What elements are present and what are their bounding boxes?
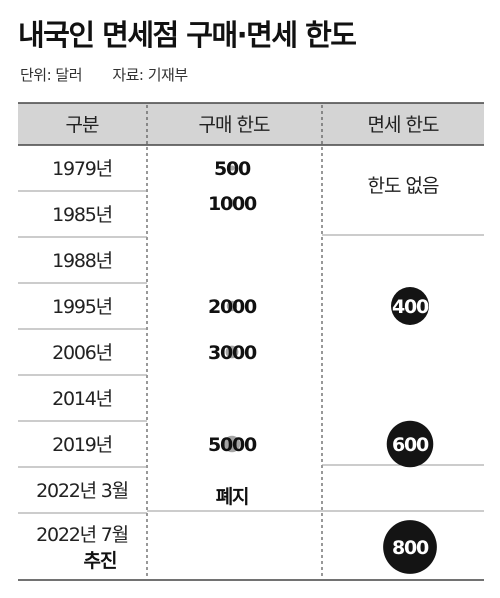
purchase-value-label: 500 — [214, 158, 251, 180]
purchase-bubble — [223, 435, 241, 453]
dutyfree-marker — [383, 520, 437, 574]
header-background — [18, 103, 484, 145]
dutyfree-marker — [391, 287, 429, 325]
dutyfree-value-label: 600 — [392, 434, 429, 456]
row-year-label: 2006년 — [52, 342, 112, 364]
source-label: 자료: 기재부 — [112, 66, 188, 84]
purchase-bubble — [225, 345, 239, 359]
chart-meta: 단위: 달러 자료: 기재부 — [20, 64, 214, 85]
dutyfree-value-label: 400 — [392, 296, 429, 318]
purchase-value-label: 3000 — [208, 342, 257, 364]
row-year-label: 2014년 — [52, 388, 112, 410]
unit-label: 단위: 달러 — [20, 66, 83, 84]
dutyfree-marker — [386, 420, 434, 468]
row-year-label: 1995년 — [52, 296, 112, 318]
header-category: 구분 — [66, 114, 99, 136]
purchase-value-label: 2000 — [208, 296, 257, 318]
row-year-label: 2022년 7월 — [36, 524, 128, 546]
header-purchase: 구매 한도 — [199, 114, 270, 136]
header-dutyfree: 면세 한도 — [368, 114, 439, 136]
dutyfree-value-label: 800 — [392, 537, 429, 559]
row-year-label: 2022년 3월 — [36, 480, 128, 502]
purchase-value-label: 1000 — [208, 193, 257, 215]
row-year-note: 추진 — [84, 550, 117, 572]
purchase-value-label: 5000 — [208, 434, 257, 456]
purchase-bubble — [226, 300, 238, 312]
purchase-bubble — [229, 165, 235, 171]
purchase-note-label: 폐지 — [216, 486, 249, 508]
row-year-label: 1985년 — [52, 204, 112, 226]
row-year-label: 1979년 — [52, 158, 112, 180]
row-year-label: 2019년 — [52, 434, 112, 456]
dutyfree-none-label: 한도 없음 — [368, 175, 439, 197]
chart-title: 내국인 면세점 구매·면세 한도 — [18, 18, 357, 52]
purchase-bubble — [228, 199, 236, 207]
row-year-label: 1988년 — [52, 250, 112, 272]
